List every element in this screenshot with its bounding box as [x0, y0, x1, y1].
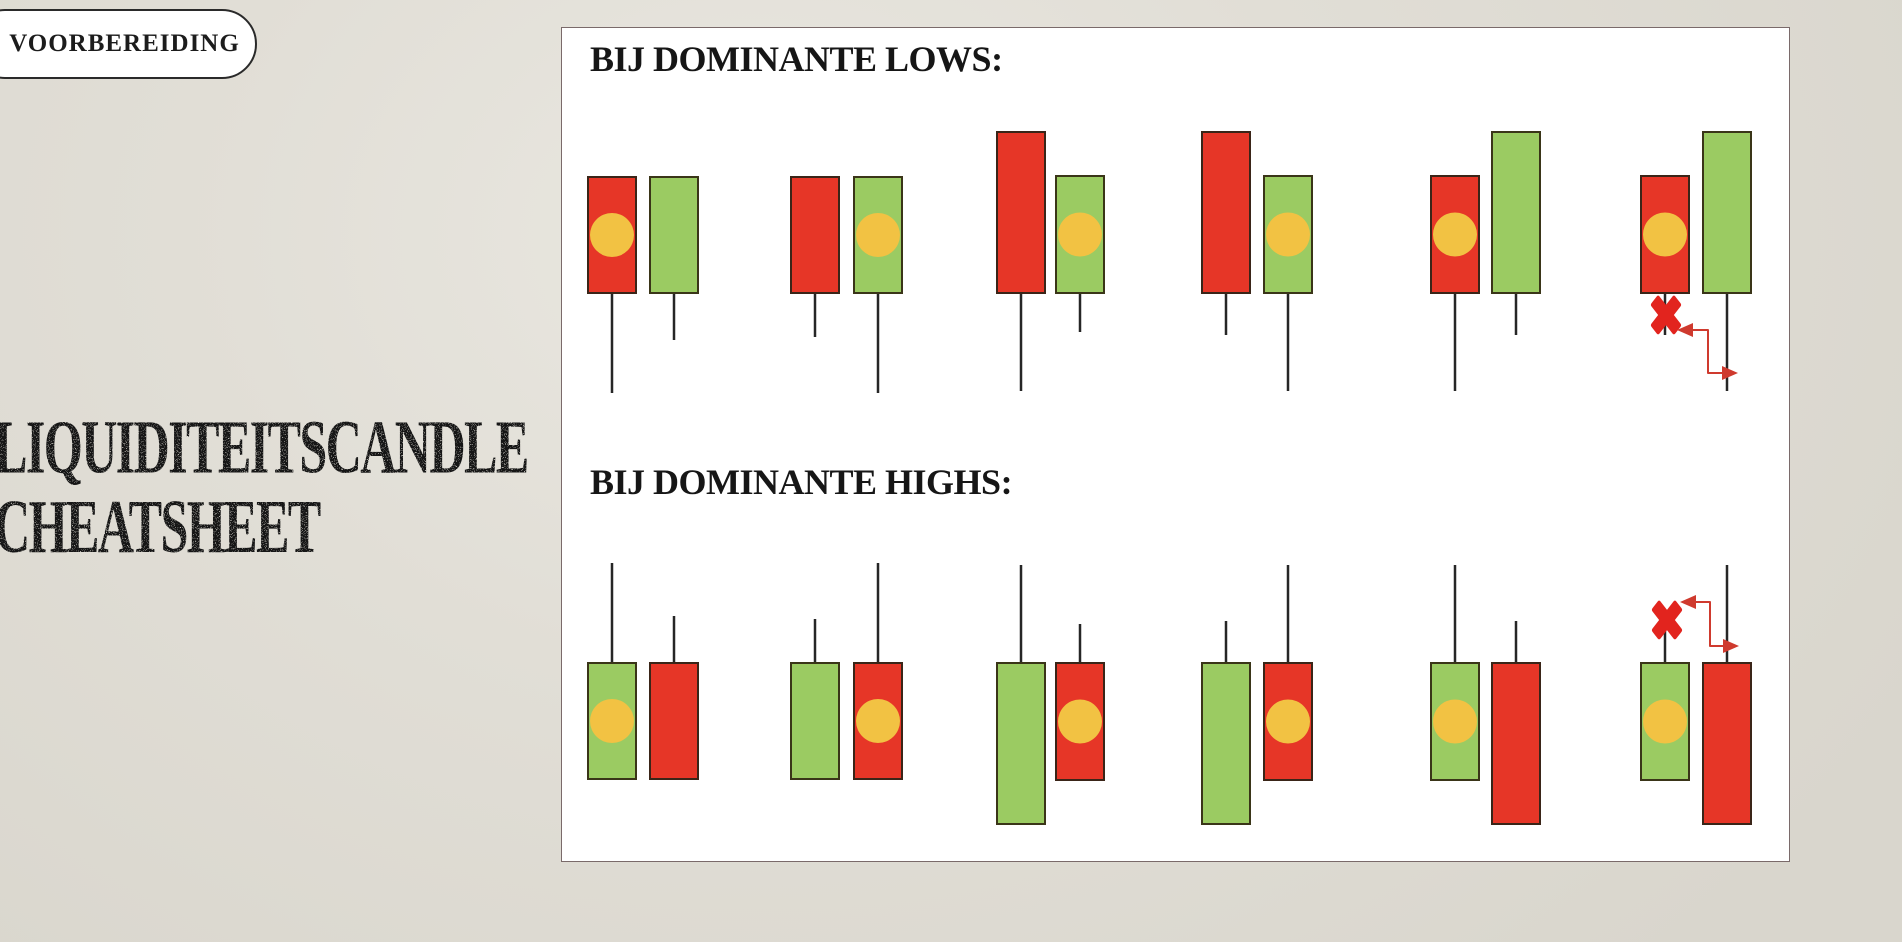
svg-text:BIJ DOMINANTE HIGHS:: BIJ DOMINANTE HIGHS:: [590, 462, 1012, 502]
svg-text:BIJ DOMINANTE LOWS:: BIJ DOMINANTE LOWS:: [590, 39, 1003, 79]
